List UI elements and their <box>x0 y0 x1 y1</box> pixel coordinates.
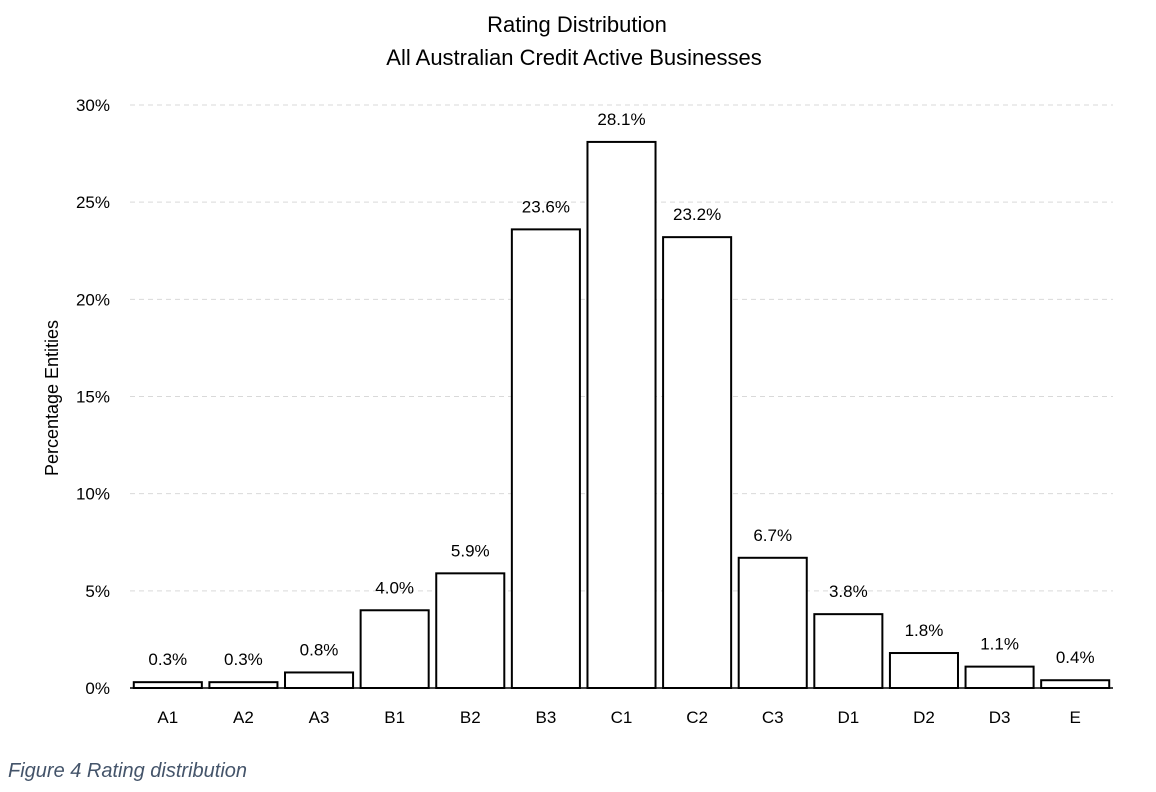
y-axis-title: Percentage Entities <box>42 320 62 476</box>
x-tick-label: C1 <box>611 708 633 727</box>
x-tick-label: C2 <box>686 708 708 727</box>
x-axis-ticks: A1 A2 A3 B1 B2 B3 C1 C2 C3 D1 D2 D3 E <box>157 708 1080 727</box>
bar <box>510 228 581 690</box>
data-label: 0.3% <box>224 650 263 669</box>
y-tick-label: 5% <box>85 582 110 601</box>
x-tick-label: D2 <box>913 708 935 727</box>
figure-caption: Figure 4 Rating distribution <box>8 760 248 782</box>
chart-subtitle: All Australian Credit Active Businesses <box>386 45 761 70</box>
data-labels: 0.3% 0.3% 0.8% 4.0% 5.9% 23.6% 28.1% 23.2% 6.7% 3… <box>148 110 1094 669</box>
x-tick-label: C3 <box>762 708 784 727</box>
data-label: 1.8% <box>905 621 944 640</box>
y-axis-ticks: 0% 5% 10% 15% 20% 25% 30% <box>76 96 110 698</box>
data-label: 0.8% <box>300 640 339 659</box>
y-tick-label: 0% <box>85 679 110 698</box>
data-label: 4.0% <box>375 578 414 597</box>
bar <box>359 609 430 689</box>
x-tick-label: A2 <box>233 708 254 727</box>
gridlines <box>130 104 1113 592</box>
bar <box>586 140 657 689</box>
bar <box>888 652 959 690</box>
bar <box>435 572 506 689</box>
x-tick-label: D1 <box>837 708 859 727</box>
bar <box>964 665 1035 690</box>
data-label: 3.8% <box>829 582 868 601</box>
data-label: 1.1% <box>980 635 1019 654</box>
x-tick-label: B3 <box>535 708 556 727</box>
bar <box>813 613 884 689</box>
data-label: 5.9% <box>451 541 490 560</box>
data-label: 23.2% <box>673 205 721 224</box>
bar <box>132 681 203 689</box>
chart-title: Rating Distribution <box>487 12 667 37</box>
bar <box>284 671 355 689</box>
data-label: 23.6% <box>522 197 570 216</box>
data-label: 6.7% <box>753 526 792 545</box>
x-tick-label: B1 <box>384 708 405 727</box>
bar <box>737 556 808 690</box>
bar <box>1040 679 1111 690</box>
x-tick-label: A3 <box>309 708 330 727</box>
y-tick-label: 20% <box>76 290 110 309</box>
bar <box>208 681 279 689</box>
data-label: 0.3% <box>148 650 187 669</box>
data-label: 28.1% <box>597 110 645 129</box>
bar <box>662 236 733 689</box>
data-label: 0.4% <box>1056 648 1095 667</box>
x-tick-label: D3 <box>989 708 1011 727</box>
x-tick-label: B2 <box>460 708 481 727</box>
y-tick-label: 15% <box>76 388 110 407</box>
x-tick-label: E <box>1070 708 1081 727</box>
y-tick-label: 30% <box>76 96 110 115</box>
rating-distribution-chart: Rating Distribution All Australian Credi… <box>42 12 1113 727</box>
x-tick-label: A1 <box>157 708 178 727</box>
y-tick-label: 25% <box>76 193 110 212</box>
bars <box>132 140 1111 690</box>
y-tick-label: 10% <box>76 485 110 504</box>
